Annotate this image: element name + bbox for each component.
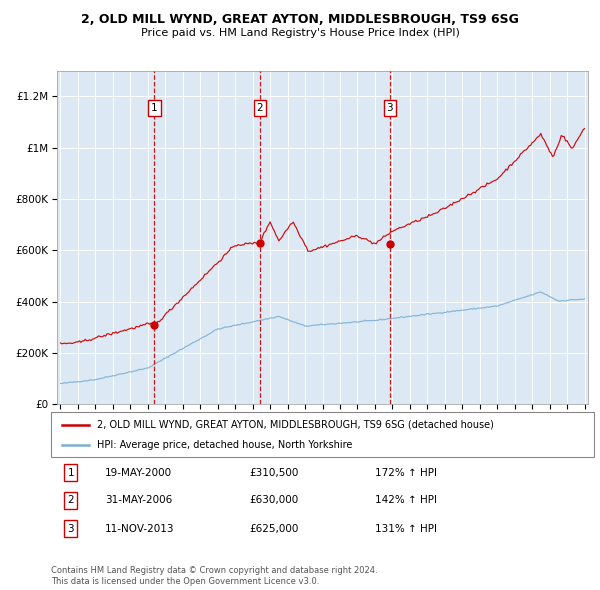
Text: £625,000: £625,000 (249, 524, 298, 533)
Text: HPI: Average price, detached house, North Yorkshire: HPI: Average price, detached house, Nort… (97, 440, 353, 450)
Text: 19-MAY-2000: 19-MAY-2000 (105, 468, 172, 477)
Text: £630,000: £630,000 (249, 496, 298, 505)
Text: 1: 1 (151, 103, 158, 113)
Text: 3: 3 (67, 524, 74, 533)
Text: 172% ↑ HPI: 172% ↑ HPI (375, 468, 437, 477)
Text: 2, OLD MILL WYND, GREAT AYTON, MIDDLESBROUGH, TS9 6SG (detached house): 2, OLD MILL WYND, GREAT AYTON, MIDDLESBR… (97, 419, 494, 430)
Text: 1: 1 (67, 468, 74, 477)
Text: Price paid vs. HM Land Registry's House Price Index (HPI): Price paid vs. HM Land Registry's House … (140, 28, 460, 38)
Text: Contains HM Land Registry data © Crown copyright and database right 2024.: Contains HM Land Registry data © Crown c… (51, 566, 377, 575)
Text: 142% ↑ HPI: 142% ↑ HPI (375, 496, 437, 505)
Text: 2: 2 (256, 103, 263, 113)
FancyBboxPatch shape (51, 412, 594, 457)
Text: 11-NOV-2013: 11-NOV-2013 (105, 524, 175, 533)
Text: 3: 3 (386, 103, 393, 113)
Text: 131% ↑ HPI: 131% ↑ HPI (375, 524, 437, 533)
Text: 31-MAY-2006: 31-MAY-2006 (105, 496, 172, 505)
Text: 2, OLD MILL WYND, GREAT AYTON, MIDDLESBROUGH, TS9 6SG: 2, OLD MILL WYND, GREAT AYTON, MIDDLESBR… (81, 13, 519, 26)
Text: 2: 2 (67, 496, 74, 505)
Text: £310,500: £310,500 (249, 468, 298, 477)
Text: This data is licensed under the Open Government Licence v3.0.: This data is licensed under the Open Gov… (51, 577, 319, 586)
